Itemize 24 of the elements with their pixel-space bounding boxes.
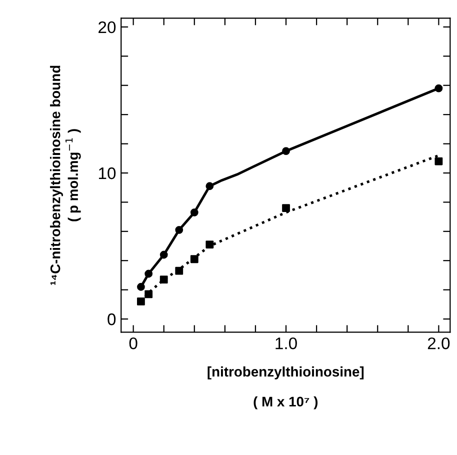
point: [160, 276, 168, 284]
point: [434, 84, 443, 92]
x-tick-label: 2.0: [428, 337, 450, 350]
point: [282, 204, 290, 212]
y-tick-label: 20: [98, 21, 116, 34]
point: [137, 298, 145, 306]
point: [175, 226, 184, 234]
point: [190, 255, 198, 264]
point: [434, 157, 443, 166]
x-tick-label: 1.0: [276, 337, 297, 350]
y-tick-label: 10: [98, 167, 116, 180]
point: [137, 282, 145, 291]
point: [282, 147, 290, 156]
point: [206, 240, 214, 248]
y-tick-label: 0: [108, 313, 116, 326]
point: [206, 182, 214, 190]
point: [144, 270, 153, 278]
y-axis-title: ¹⁴C-nitrobenzylthioinosine bound ( p mol.mg$^{−1}$ ): [50, 66, 81, 285]
point: [144, 290, 153, 298]
text: [nitrobenzylthioinosine] ( M x 10⁷ ): [208, 366, 364, 410]
point: [175, 266, 184, 275]
point: [160, 250, 168, 259]
x-tick-label: 0: [129, 337, 138, 350]
point: [190, 208, 198, 216]
